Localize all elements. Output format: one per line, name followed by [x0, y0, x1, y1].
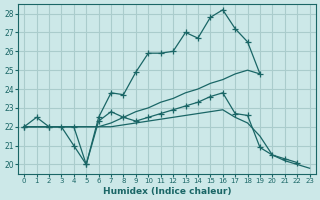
X-axis label: Humidex (Indice chaleur): Humidex (Indice chaleur) [103, 187, 231, 196]
